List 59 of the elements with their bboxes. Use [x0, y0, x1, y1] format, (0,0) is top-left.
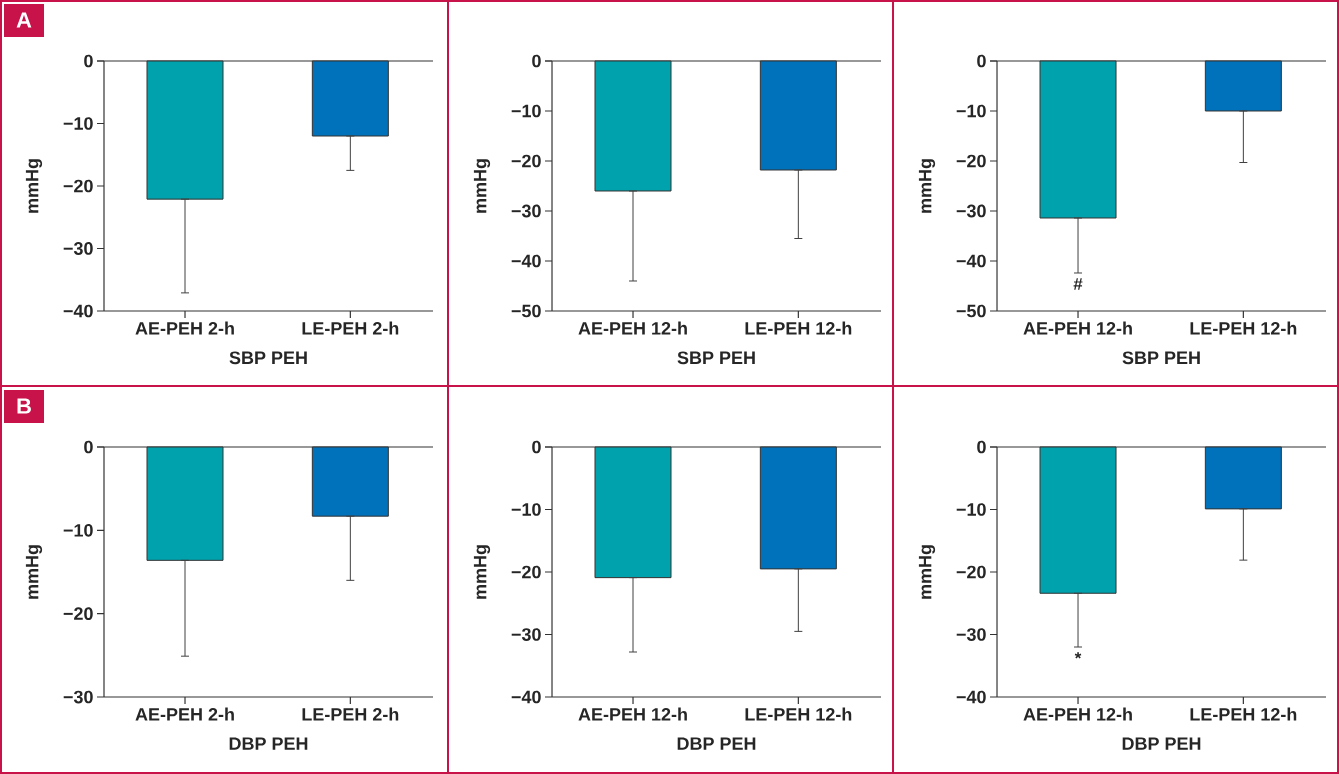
- y-tick-label: −20: [956, 154, 986, 168]
- y-tick-label: −10: [956, 503, 986, 516]
- y-tick-label: −20: [63, 179, 93, 193]
- y-tick-label: −20: [511, 565, 541, 579]
- y-tick-label: −40: [511, 254, 541, 268]
- text: A: [16, 12, 32, 28]
- y-tick-label: −30: [63, 690, 93, 704]
- y-axis-title: mmHg: [918, 545, 936, 599]
- x-tick-label: LE-PEH 12-h: [1190, 707, 1297, 721]
- x-axis-title: DBP PEH: [677, 737, 756, 750]
- y-tick-label: −40: [956, 690, 986, 704]
- y-tick-label: 0: [84, 54, 93, 68]
- y-axis-title: mmHg: [473, 545, 491, 599]
- y-axis-title: mmHg: [473, 159, 491, 213]
- x-tick-label: LE-PEH 2-h: [302, 321, 399, 335]
- x-axis-title: SBP PEH: [1122, 351, 1200, 365]
- y-tick-label: −40: [511, 690, 541, 704]
- y-tick-label: −50: [956, 304, 986, 318]
- y-tick-label: −20: [63, 607, 93, 621]
- x-tick-label: AE-PEH 2-h: [135, 321, 234, 335]
- annotation: *: [1074, 652, 1082, 659]
- text: B: [17, 398, 31, 414]
- x-tick-label: AE-PEH 12-h: [578, 321, 687, 335]
- y-tick-label: −10: [956, 104, 986, 118]
- x-tick-label: LE-PEH 12-h: [1190, 321, 1297, 335]
- y-tick-label: −10: [511, 104, 541, 118]
- annotation: #: [1073, 278, 1083, 290]
- y-tick-label: −30: [956, 628, 986, 641]
- x-tick-label: AE-PEH 12-h: [578, 707, 687, 721]
- y-tick-label: −40: [956, 254, 986, 268]
- y-tick-label: −10: [511, 503, 541, 516]
- y-tick-label: −40: [63, 304, 93, 318]
- x-axis-title: DBP PEH: [1122, 737, 1201, 750]
- x-tick-label: AE-PEH 12-h: [1023, 321, 1132, 335]
- y-tick-label: −20: [511, 154, 541, 168]
- y-tick-label: −30: [956, 204, 986, 218]
- y-tick-label: 0: [532, 440, 541, 454]
- y-tick-label: −10: [63, 117, 93, 130]
- y-tick-label: −30: [63, 242, 93, 255]
- y-tick-label: −10: [63, 523, 93, 537]
- x-axis-title: SBP PEH: [677, 351, 755, 365]
- y-tick-label: 0: [977, 440, 986, 454]
- x-tick-label: LE-PEH 12-h: [745, 321, 852, 335]
- y-tick-label: −20: [956, 565, 986, 579]
- y-tick-label: −30: [511, 628, 541, 641]
- x-axis-title: DBP PEH: [229, 737, 308, 750]
- x-axis-title: SBP PEH: [229, 351, 307, 365]
- x-tick-label: LE-PEH 2-h: [302, 707, 399, 721]
- y-axis-title: mmHg: [918, 159, 936, 213]
- y-tick-label: 0: [977, 54, 986, 68]
- y-tick-label: 0: [84, 440, 93, 454]
- y-axis-title: mmHg: [25, 545, 43, 599]
- y-tick-label: 0: [532, 54, 541, 68]
- x-tick-label: LE-PEH 12-h: [745, 707, 852, 721]
- y-tick-label: −50: [511, 304, 541, 318]
- y-axis-title: mmHg: [25, 159, 43, 213]
- x-tick-label: AE-PEH 12-h: [1023, 707, 1132, 721]
- y-tick-label: −30: [511, 204, 541, 218]
- x-tick-label: AE-PEH 2-h: [135, 707, 234, 721]
